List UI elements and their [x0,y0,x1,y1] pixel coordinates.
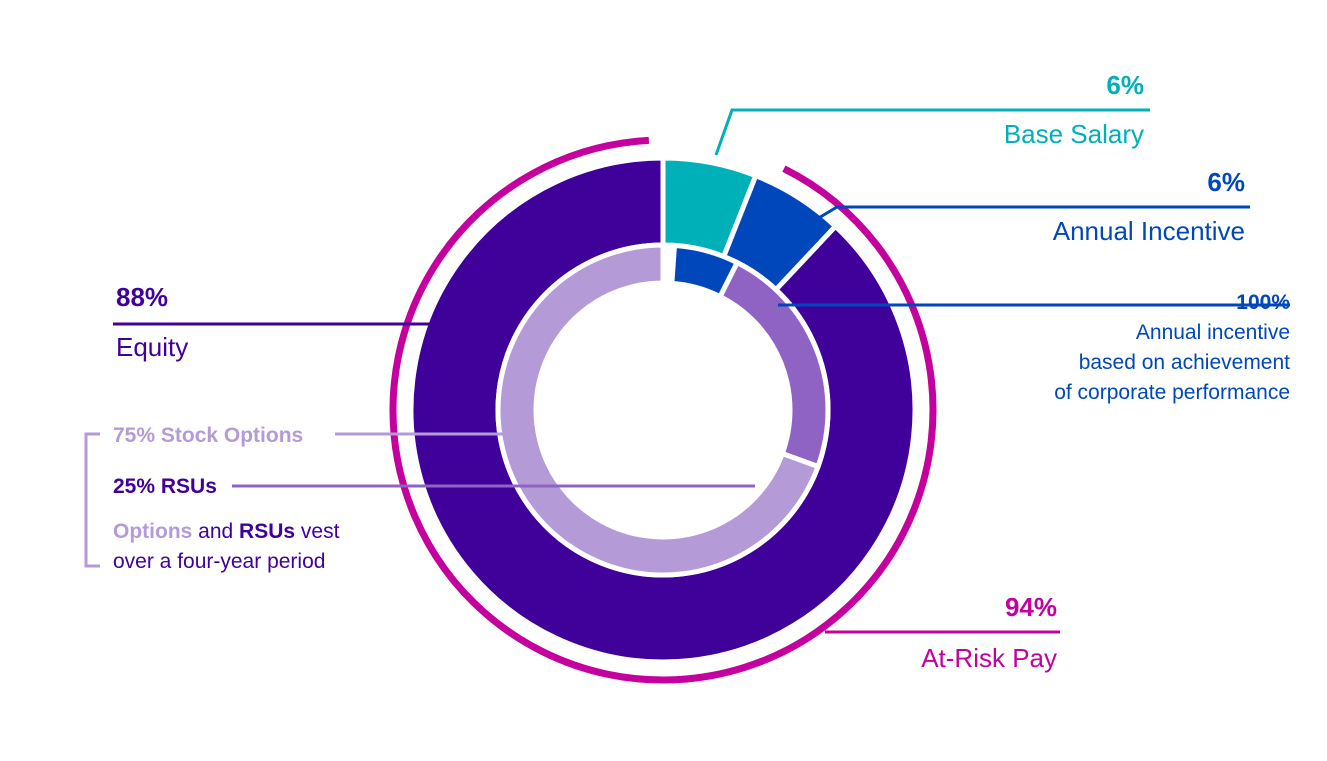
performance-line-3: of corporate performance [1054,381,1290,404]
annual-incentive-label: Annual Incentive [1052,216,1245,246]
leader-base-salary [714,108,1150,156]
base-salary-pct: 6% [1106,70,1144,100]
vesting-and-word: and [192,520,240,543]
vesting-line-2: over a four-year period [113,550,326,573]
at-risk-label: At-Risk Pay [921,643,1057,673]
stock-options-label: 75% Stock Options [113,424,304,447]
rsus-label: 25% RSUs [113,475,217,498]
leader-annual-incentive [811,205,1250,224]
vesting-rsus-word: RSUs [239,520,296,543]
bracket [84,432,100,568]
at-risk-pct: 94% [1004,592,1057,622]
performance-pct: 100% [1236,291,1290,314]
vesting-vest-word: vest [295,520,340,543]
outer-slice-equity [408,155,918,665]
equity-label: Equity [116,332,189,362]
vesting-options-word: Options [113,520,193,543]
base-salary-label: Base Salary [1003,119,1144,149]
at-risk-arc [389,136,937,684]
performance-line-1: Annual incentive [1135,321,1290,344]
inner-slice-stock-options [495,242,822,578]
equity-pct: 88% [116,282,169,312]
annual-incentive-pct: 6% [1207,167,1245,197]
vesting-line-1: Options and RSUs vest [113,520,339,544]
performance-line-2: based on achievement [1078,351,1290,374]
